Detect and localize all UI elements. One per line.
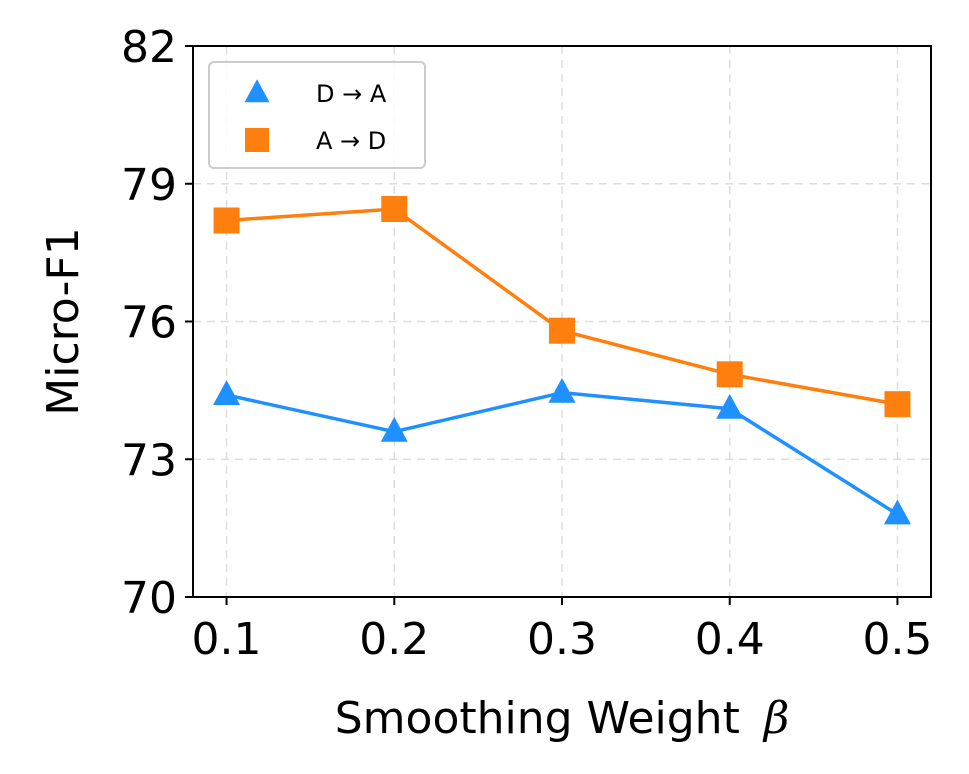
y-axis-ticks: 70 73 76 79 82 [121,22,193,624]
data-point-triangle [883,499,911,525]
data-point-square [549,317,575,344]
data-point-square [716,361,743,388]
x-axis-title-symbol: β [762,693,789,744]
data-point-square [213,207,240,234]
data-point-triangle [213,380,241,406]
x-tick-label: 0.3 [527,614,597,665]
legend-marker [245,128,269,152]
data-point-square [381,196,408,223]
series-group [213,196,911,418]
data-point-triangle [548,377,576,403]
data-point-triangle [716,393,744,419]
y-axis-title: Micro-F1 [38,227,89,415]
y-tick-label: 70 [121,573,177,624]
series-layer [213,196,911,525]
legend-label: A → D [316,127,386,155]
legend-marker [244,79,270,103]
x-tick-label: 0.4 [695,614,765,665]
x-tick-label: 0.2 [359,614,429,665]
x-axis-ticks: 0.1 0.2 0.3 0.4 0.5 [192,597,932,665]
legend-label: D → A [316,80,387,108]
x-axis-title-text: Smoothing Weight [335,693,740,744]
y-tick-label: 73 [121,435,177,486]
data-point-square [884,391,911,418]
y-tick-label: 82 [121,22,177,73]
data-point-triangle [380,416,408,442]
series-group [213,377,911,525]
x-tick-label: 0.5 [862,614,932,665]
x-axis-title: Smoothing Weight β [335,693,790,744]
legend: D → A A → D [208,61,426,169]
y-tick-label: 76 [121,298,177,349]
x-tick-label: 0.1 [192,614,262,665]
y-tick-label: 79 [121,160,177,211]
